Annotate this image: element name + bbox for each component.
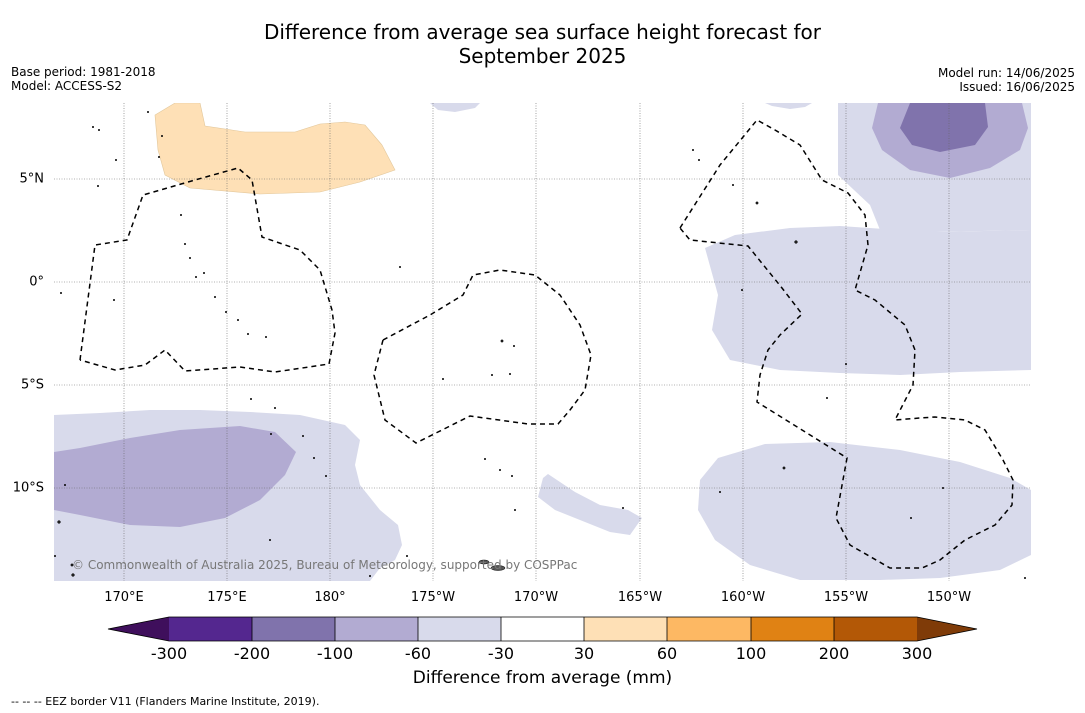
base-period: Base period: 1981-2018 — [11, 65, 156, 79]
anomaly-region-positive — [154, 103, 396, 195]
colorbar-bin — [169, 617, 252, 641]
colorbar-tick: 300 — [901, 644, 933, 663]
chart-title: Difference from average sea surface heig… — [0, 20, 1085, 68]
meta-right: Model run: 14/06/2025 Issued: 16/06/2025 — [938, 66, 1075, 94]
eez-border-tokelau — [373, 269, 592, 444]
colorbar-label: Difference from average (mm) — [412, 668, 673, 688]
colorbar-extend-high — [917, 617, 977, 641]
lon-label-150w: 150°W — [926, 590, 972, 605]
colorbar-tick: 200 — [818, 644, 850, 663]
colorbar-tick: 60 — [656, 644, 678, 663]
colorbar — [107, 616, 978, 642]
lon-label-155w: 155°W — [823, 590, 869, 605]
lon-label-165w: 165°W — [617, 590, 663, 605]
lon-label-175e: 175°E — [207, 590, 247, 605]
colorbar-bin — [501, 617, 584, 641]
title-line-2: September 2025 — [458, 44, 627, 68]
lon-label-180: 180° — [314, 590, 346, 605]
islands — [54, 110, 1027, 580]
colorbar-bin — [834, 617, 917, 641]
anomaly-region-light-south-east — [698, 442, 1031, 580]
anomaly-region-medium-south-west — [54, 426, 296, 527]
anomaly-region-light-top-2 — [765, 103, 812, 109]
colorbar-extend-low — [108, 617, 169, 641]
colorbar-bin — [751, 617, 834, 641]
colorbar-tick: -30 — [487, 644, 515, 663]
colorbar-tick: 30 — [573, 644, 595, 663]
colorbar-tick: 100 — [735, 644, 767, 663]
anomaly-region-light-center — [538, 474, 642, 535]
lat-label-0: 0° — [29, 274, 44, 290]
colorbar-bin — [584, 617, 667, 641]
lon-label-175w: 175°W — [410, 590, 456, 605]
lon-label-170e: 170°E — [104, 590, 144, 605]
colorbar-bin — [667, 617, 751, 641]
meta-left: Base period: 1981-2018 Model: ACCESS-S2 — [11, 65, 156, 93]
eez-borders — [79, 119, 1014, 569]
model-name: Model: ACCESS-S2 — [11, 79, 123, 93]
lat-label-10s: 10°S — [12, 480, 44, 496]
colorbar-dividers — [251, 617, 835, 641]
colorbar-outline — [107, 616, 978, 642]
colorbar-tick: -200 — [233, 644, 271, 663]
eez-border-kiribati — [679, 119, 1014, 569]
lon-label-170w: 170°W — [513, 590, 559, 605]
colorbar-bin — [335, 617, 418, 641]
colorbar-bin — [418, 617, 501, 641]
anomaly-region-dark-north-east — [900, 103, 988, 152]
graticule — [54, 103, 1031, 581]
lon-label-160w: 160°W — [720, 590, 766, 605]
colorbar-bin — [252, 617, 335, 641]
copyright-notice: © Commonwealth of Australia 2025, Bureau… — [72, 558, 578, 572]
eez-legend-footer: -- -- -- EEZ border V11 (Flanders Marine… — [11, 695, 320, 708]
colorbar-tick: -300 — [150, 644, 188, 663]
issued-date: Issued: 16/06/2025 — [959, 80, 1075, 94]
title-line-1: Difference from average sea surface heig… — [263, 20, 822, 44]
lat-label-5s: 5°S — [20, 377, 44, 393]
eez-border-tuvalu — [79, 167, 336, 373]
lat-label-5n: 5°N — [19, 171, 45, 187]
colorbar-tick: -60 — [404, 644, 432, 663]
colorbar-tick: -100 — [316, 644, 354, 663]
map-area — [54, 103, 1031, 581]
anomaly-region-light-top-1 — [430, 103, 480, 112]
model-run: Model run: 14/06/2025 — [937, 66, 1075, 80]
anomaly-region-light-east — [705, 226, 1031, 375]
